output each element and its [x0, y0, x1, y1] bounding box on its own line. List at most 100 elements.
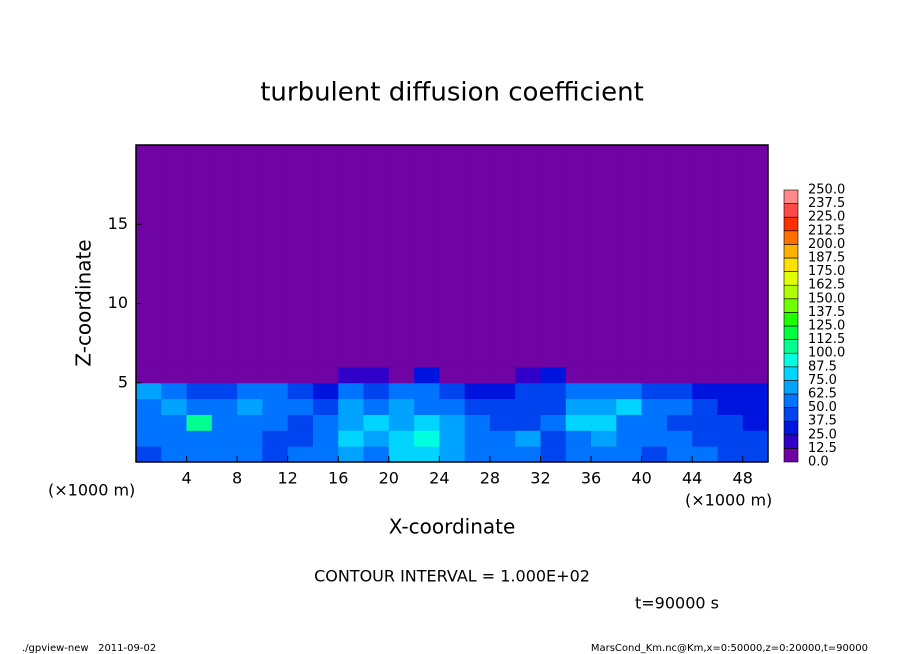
cell [692, 414, 718, 431]
cell [262, 430, 289, 447]
y-axis-label: Z-coordinate [72, 239, 96, 366]
cell [742, 446, 769, 463]
cell [338, 446, 365, 463]
cell [262, 145, 289, 368]
y-tick-label: 10 [108, 293, 128, 312]
colorbar-label: 162.5 [808, 278, 845, 293]
cell [262, 414, 289, 431]
cell [464, 430, 491, 447]
cell [641, 430, 668, 447]
cell [237, 414, 263, 431]
cell [388, 414, 415, 431]
cell [717, 430, 744, 447]
cell [692, 446, 718, 463]
contour-interval: CONTOUR INTERVAL = 1.000E+02 [314, 567, 590, 586]
cell [186, 398, 213, 415]
cell [338, 430, 365, 447]
cell [717, 145, 744, 368]
cell [237, 430, 263, 447]
x-axis-label: X-coordinate [389, 515, 516, 539]
cell [161, 398, 188, 415]
cell [489, 382, 516, 400]
cell [161, 382, 188, 400]
colorbar-swatch [783, 339, 799, 354]
cell [666, 414, 693, 431]
colorbar-swatch [783, 216, 799, 232]
cell [287, 430, 314, 447]
colorbar-label: 200.0 [808, 237, 845, 252]
colorbar-swatch [783, 312, 799, 327]
cell [287, 145, 314, 368]
cell [414, 382, 440, 400]
cell [414, 145, 440, 368]
cell [338, 414, 365, 431]
colorbar-swatch [783, 420, 799, 436]
cell [186, 382, 213, 400]
cell [742, 398, 769, 415]
cell [616, 430, 643, 447]
colorbar-label: 37.5 [808, 414, 837, 429]
cell [388, 145, 415, 368]
cell [464, 145, 491, 368]
cell [565, 382, 592, 400]
colorbar-label: 175.0 [808, 264, 845, 279]
colorbar-swatch [783, 380, 799, 395]
cell [312, 382, 339, 400]
cell [515, 366, 541, 384]
cell [363, 430, 390, 447]
colorbar-label: 0.0 [808, 455, 829, 470]
cell [262, 398, 289, 415]
colorbar-swatch [783, 203, 799, 218]
colorbar-label: 212.5 [808, 223, 845, 238]
cell [742, 430, 769, 447]
cell [161, 145, 188, 368]
cell [338, 382, 365, 400]
cell [515, 414, 541, 431]
cell [211, 430, 238, 447]
cell [692, 398, 718, 415]
cell [591, 366, 617, 384]
colorbar-label: 87.5 [808, 359, 837, 374]
cell [565, 430, 592, 447]
cell [439, 398, 466, 415]
cell [186, 446, 213, 463]
cell [414, 414, 440, 431]
cell [616, 145, 643, 368]
cell [439, 414, 466, 431]
cell [211, 382, 238, 400]
cell [540, 398, 567, 415]
x-tick-label: 32 [530, 469, 550, 488]
colorbar-label: 125.0 [808, 319, 845, 334]
cell [363, 145, 390, 368]
cell [591, 145, 617, 368]
cell [616, 398, 643, 415]
cell [666, 430, 693, 447]
cell [717, 366, 744, 384]
cell [540, 430, 567, 447]
cell [237, 398, 263, 415]
cell [540, 382, 567, 400]
cell [136, 398, 162, 415]
cell [515, 382, 541, 400]
cell [136, 446, 162, 463]
cell [414, 398, 440, 415]
footer-right: MarsCond_Km.nc@Km,x=0:50000,z=0:20000,t=… [591, 643, 868, 654]
cell [287, 382, 314, 400]
colorbar-label: 50.0 [808, 400, 837, 415]
colorbar-label: 237.5 [808, 196, 845, 211]
x-unit-label: (×1000 m) [48, 481, 135, 500]
cell [565, 446, 592, 463]
colorbar-label: 62.5 [808, 387, 837, 402]
cell [692, 366, 718, 384]
cell [186, 414, 213, 431]
cell [591, 398, 617, 415]
cell [211, 414, 238, 431]
colorbar-label: 137.5 [808, 305, 845, 320]
cell [237, 382, 263, 400]
cell [237, 446, 263, 463]
colorbar-label: 25.0 [808, 427, 837, 442]
cell [540, 145, 567, 368]
colorbar-swatch [783, 298, 799, 313]
cell [312, 145, 339, 368]
x-unit-label: (×1000 m) [685, 491, 772, 510]
